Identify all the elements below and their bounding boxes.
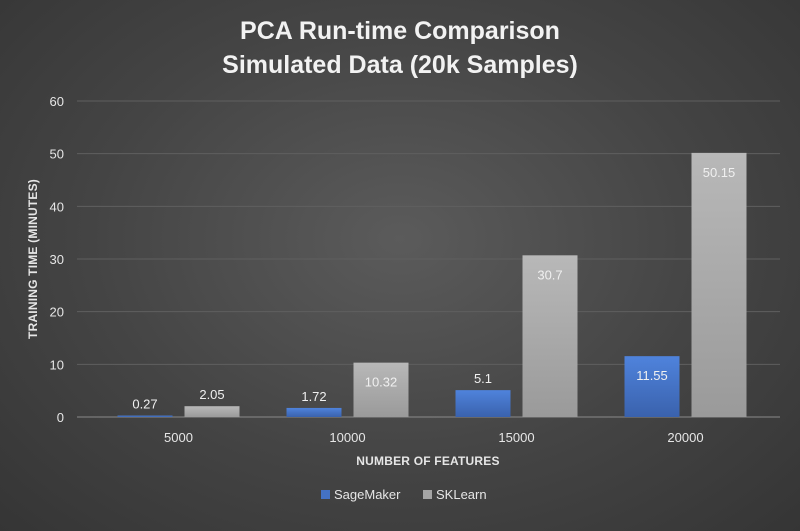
data-label-sklearn-20000: 50.15 (703, 165, 736, 180)
x-axis: 5000 10000 15000 20000 (164, 430, 704, 445)
x-axis-title: NUMBER OF FEATURES (356, 454, 499, 468)
bar-sklearn-10000 (353, 362, 409, 417)
y-tick-label: 0 (57, 410, 64, 425)
y-axis-title: TRAINING TIME (MINUTES) (26, 179, 40, 339)
legend-label-sklearn: SKLearn (436, 487, 487, 502)
data-labels: 0.27 2.05 1.72 10.32 5.1 30.7 11.55 50.15 (132, 165, 735, 412)
y-tick-label: 30 (50, 252, 64, 267)
y-tick-label: 60 (50, 94, 64, 109)
y-tick-label: 20 (50, 305, 64, 320)
data-label-sklearn-5000: 2.05 (199, 387, 224, 402)
data-label-sagemaker-10000: 1.72 (301, 389, 326, 404)
y-tick-label: 10 (50, 357, 64, 372)
legend-swatch-sagemaker (321, 490, 330, 499)
y-axis: 0 10 20 30 40 50 60 (50, 94, 64, 425)
x-tick-label: 20000 (667, 430, 703, 445)
x-tick-label: 10000 (329, 430, 365, 445)
chart-title-line-2: Simulated Data (20k Samples) (222, 51, 578, 79)
x-tick-label: 5000 (164, 430, 193, 445)
bar-sagemaker-5000 (117, 415, 173, 417)
data-label-sagemaker-5000: 0.27 (132, 397, 157, 412)
bar-sagemaker-20000 (624, 356, 680, 417)
bar-sklearn-20000 (691, 152, 747, 418)
bar-sklearn-15000 (522, 255, 578, 417)
bar-sklearn-5000 (184, 406, 240, 417)
data-label-sklearn-10000: 10.32 (365, 375, 398, 390)
x-tick-label: 15000 (498, 430, 534, 445)
data-label-sagemaker-15000: 5.1 (474, 371, 492, 386)
bar-sagemaker-10000 (286, 407, 342, 417)
data-label-sklearn-15000: 30.7 (537, 267, 562, 282)
data-label-sagemaker-20000: 11.55 (636, 368, 668, 383)
gridlines (77, 100, 780, 418)
legend-label-sagemaker: SageMaker (334, 487, 401, 502)
legend: SageMaker SKLearn (321, 487, 487, 502)
bars (117, 152, 747, 418)
chart-title-line-1: PCA Run-time Comparison (240, 17, 560, 45)
y-tick-label: 40 (50, 199, 64, 214)
y-tick-label: 50 (50, 147, 64, 162)
bar-sagemaker-15000 (455, 390, 511, 417)
legend-swatch-sklearn (423, 490, 432, 499)
